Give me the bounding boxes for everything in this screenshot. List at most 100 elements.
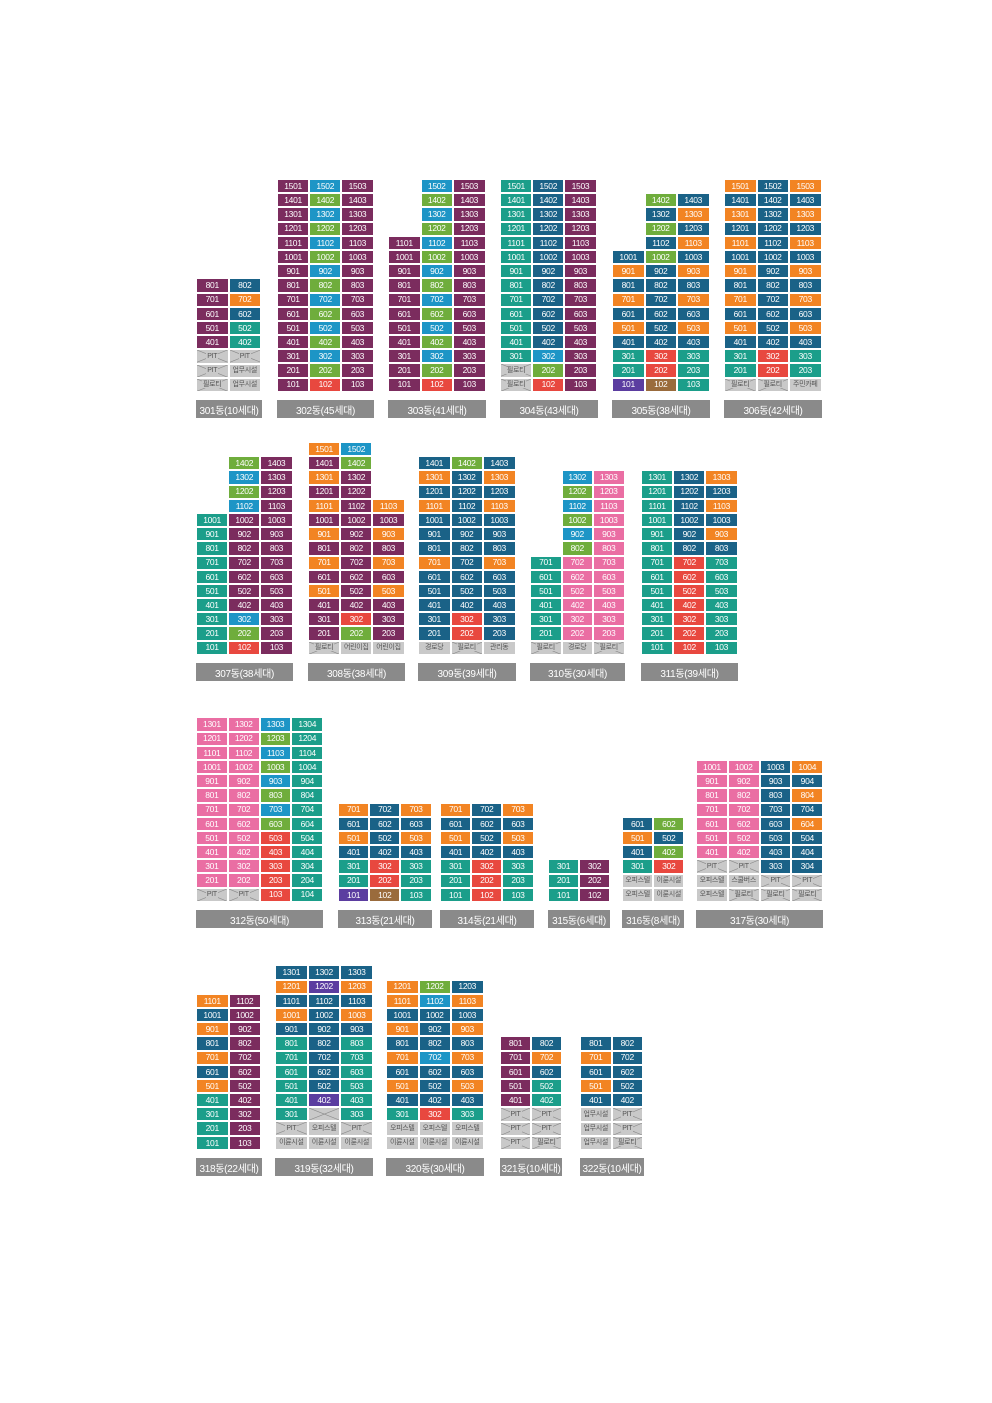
unit-cell: 604 [791,816,824,831]
building-label: 311동(39세대) [641,663,738,681]
empty-slot [388,179,421,193]
unit-cell: 802 [611,1036,643,1051]
empty-slot [530,485,562,499]
unit-cell: 502 [369,830,401,846]
unit-cell: 701 [196,292,229,307]
unit-cell: 802 [307,1036,341,1051]
building-label: 308동(38세대) [308,663,405,681]
pit-label: 필로티 [617,1139,638,1147]
empty-slot [530,470,562,484]
unit-cell: 601 [641,569,674,584]
unit-cell: 1502 [309,179,342,194]
unit-cell: 803 [593,541,625,556]
unit-cell: 1301 [418,470,451,485]
unit-cell: 203 [564,363,597,378]
unit-cell: 502 [307,1078,341,1094]
unit-cell: 1002 [532,249,565,265]
facility-cell: 이륜시설 [451,1135,484,1150]
unit-cell: 902 [340,527,373,542]
unit-cell: 601 [622,816,654,831]
unit-cell: 903 [372,527,405,542]
unit-cell: 401 [196,598,229,613]
unit-cell: 502 [727,830,760,846]
unit-cell: 401 [724,335,757,350]
unit-cell: 903 [341,264,374,279]
pit-or-piloti-cell: PIT [531,1107,562,1122]
unit-cell: 1003 [260,512,293,528]
pit-label: PIT [509,1110,522,1118]
unit-cell: 402 [420,335,453,350]
unit-cell: 1501 [500,179,533,194]
unit-cell: 1301 [641,470,674,485]
unit-cell: 802 [340,541,373,556]
unit-cell: 1402 [756,193,789,208]
unit-cell: 803 [564,278,597,293]
unit-cell: 1002 [420,249,453,265]
unit-cell: 1003 [677,249,710,265]
unit-cell: 601 [386,1064,419,1079]
unit-cell: 602 [228,306,261,321]
pit-label: 필로티 [730,381,751,389]
unit-cell: 603 [453,306,486,321]
unit-cell: 302 [673,612,706,627]
unit-cell: 1001 [275,1007,308,1023]
unit-cell: 702 [309,292,342,307]
pit-or-piloti-cell: PIT [500,1107,531,1122]
unit-cell: 1501 [308,442,341,457]
unit-cell: 1001 [308,512,341,528]
unit-cell: 904 [791,774,824,789]
unit-cell: 1202 [673,484,706,499]
unit-cell: 1503 [341,179,374,194]
unit-cell: 801 [196,788,228,803]
unit-cell: 203 [228,1121,261,1136]
unit-cell: 1303 [259,717,292,732]
facility-cell: 오피스텔 [622,873,654,888]
unit-cell: 603 [759,816,792,831]
unit-cell: 203 [341,363,374,378]
unit-cell: 302 [756,349,789,364]
building-label: 303동(41세대) [388,400,486,418]
unit-cell: 501 [196,1078,229,1094]
unit-cell: 1202 [756,221,789,236]
unit-cell: 302 [653,859,685,874]
pit-or-piloti-cell: 필로티 [196,377,229,392]
pit-label: PIT [237,891,250,899]
unit-cell: 602 [611,1064,643,1079]
unit-cell: 1001 [277,249,310,265]
pit-or-piloti-cell: 필로티 [450,640,483,655]
unit-grid: 1501 1502 1503 1401 1402 1403 1301 1302 1303 1201… [277,179,374,392]
empty-slot [372,470,404,484]
unit-cell: 1201 [275,979,308,994]
unit-cell: 503 [759,830,792,846]
pit-or-piloti-cell: PIT [196,887,228,902]
unit-cell: 301 [196,612,229,627]
unit-cell: 602 [644,306,677,321]
unit-cell: 403 [400,845,432,860]
unit-cell: 401 [622,845,654,860]
unit-cell: 1203 [451,979,484,994]
unit-cell: 1301 [277,207,310,222]
pit-or-piloti-cell: 필로티 [724,377,757,392]
pit-or-piloti-cell: PIT [196,349,229,364]
unit-cell: 102 [471,887,503,902]
unit-cell: 1002 [561,512,593,528]
unit-cell: 202 [450,626,483,641]
unit-cell: 1302 [227,717,260,732]
unit-cell: 1303 [564,207,597,222]
unit-cell: 1203 [341,221,374,236]
unit-cell: 1002 [228,512,261,528]
unit-cell: 403 [259,845,292,860]
unit-cell: 501 [338,830,370,846]
unit-cell: 1203 [593,484,625,499]
unit-grid: 1502 1503 1402 1403 1302 1303 1202 1203 1101 1102… [388,179,486,392]
unit-cell: 901 [277,264,310,279]
unit-cell: 202 [227,873,260,888]
unit-cell: 501 [308,583,341,599]
unit-cell: 401 [612,335,645,350]
unit-cell: 1003 [341,249,374,265]
pit-or-piloti-cell: PIT [759,873,792,888]
unit-cell: 503 [340,1078,374,1094]
unit-cell: 1302 [340,470,373,485]
unit-cell: 102 [579,887,610,902]
unit-cell: 1001 [641,512,674,528]
